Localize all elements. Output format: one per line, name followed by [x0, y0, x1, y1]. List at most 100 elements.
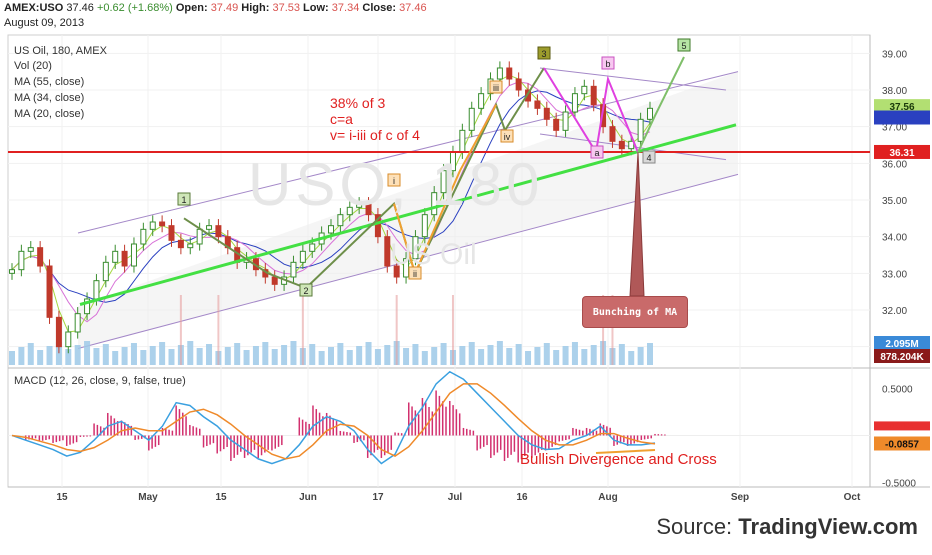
x-tick-label: 16 [516, 492, 528, 503]
volume-bar [18, 347, 25, 365]
price-tag-ma: 37.25 [889, 114, 914, 125]
macd-note: Bullish Divergence and Cross [520, 451, 717, 468]
volume-bar [74, 345, 81, 365]
candle-body [496, 67, 503, 80]
volume-bar [196, 348, 203, 365]
volume-bar [309, 344, 316, 365]
macd-title: MACD (12, 26, close, 9, false, true) [14, 375, 186, 387]
y-tick-label: 39.00 [882, 49, 907, 60]
volume-bar [130, 343, 137, 365]
candle-body [27, 247, 34, 252]
volume-bar [487, 345, 494, 365]
volume-bar [140, 350, 147, 365]
wave-note-line-1: 38% of 3 [330, 95, 386, 111]
volume-bar [9, 351, 15, 365]
wave-label-box [590, 145, 604, 159]
volume-bar [421, 351, 428, 365]
x-tick-label: 15 [56, 492, 68, 503]
volume-spike [611, 295, 614, 365]
wave-label-box [500, 129, 514, 143]
wave-label-box [299, 283, 313, 297]
watermark-symbol: USO, 180 [248, 151, 544, 218]
macd-y-tick-label: -0.5000 [882, 478, 916, 489]
wave-label: b [605, 59, 610, 69]
candle-body [337, 214, 344, 227]
source-brand: TradingView.com [738, 514, 918, 539]
indicator-main: US Oil, 180, AMEX [14, 45, 107, 57]
volume-bar [543, 343, 550, 365]
volume-bar [55, 342, 62, 365]
watermark-name: US Oil [390, 238, 477, 271]
high-value: 37.53 [272, 2, 300, 14]
signal-value-tag: 0.0005 [890, 421, 915, 430]
last-price: 37.46 [66, 2, 94, 14]
wave-label: 2 [303, 286, 308, 296]
candle-body [168, 225, 175, 241]
channel-fill [78, 71, 738, 349]
volume-bar [384, 345, 391, 365]
volume-bar [571, 342, 578, 365]
ma34-line [11, 81, 651, 323]
candle-body [309, 243, 316, 252]
candle-body [177, 239, 184, 249]
volume-spike [217, 295, 220, 365]
indicator-ma34: MA (34, close) [14, 92, 85, 104]
candle-body [65, 331, 72, 348]
volume-bar [281, 345, 288, 365]
close-label: Close: [362, 2, 396, 14]
volume-bar [581, 349, 588, 365]
volume-tag-2-bg [874, 349, 930, 363]
candle-body [93, 280, 100, 300]
volume-bar [562, 346, 569, 365]
volume-bar [628, 351, 635, 365]
x-tick-label: Aug [598, 492, 617, 503]
volume-tag-1-bg [874, 336, 930, 350]
wave-label: 1 [181, 195, 186, 205]
candle-body [562, 111, 569, 131]
volume-spike [301, 295, 304, 365]
candle-body [328, 225, 334, 234]
volume-bar [525, 351, 532, 365]
open-value: 37.49 [210, 2, 239, 14]
macd-y-tick-label: 0.5000 [882, 385, 913, 396]
volume-bar [27, 343, 34, 365]
volume-bar [496, 341, 503, 365]
candle-body [590, 85, 597, 106]
volume-bar [534, 347, 541, 365]
wave-label: ii [413, 269, 417, 279]
volume-bar [168, 349, 175, 365]
volume-tag-2: 878.204K [880, 352, 924, 363]
price-tag-ma-bg [874, 110, 930, 125]
candle-body [215, 225, 222, 238]
volume-bar [459, 346, 466, 365]
ma55-line [11, 90, 651, 303]
quote-date: August 09, 2013 [4, 17, 85, 29]
candle-body [478, 93, 485, 109]
candle-body [159, 221, 166, 227]
volume-bar [290, 341, 297, 365]
volume-bar [243, 350, 250, 365]
wave-note-line-3: v= i-iii of c of 4 [330, 127, 420, 143]
volume-bar [346, 350, 353, 365]
indicator-ma55: MA (55, close) [14, 76, 85, 88]
candle-body [421, 214, 428, 238]
wave-label-box [601, 56, 615, 70]
subwave-path [393, 104, 497, 277]
wave-label-box [408, 266, 422, 280]
candle-body [149, 221, 156, 230]
volume-bar [102, 344, 109, 365]
volume-bar [337, 343, 344, 365]
correction-path [543, 67, 639, 156]
candle-body [74, 313, 81, 333]
candle-body [637, 118, 644, 142]
candle-body [468, 107, 475, 131]
candle-body [356, 203, 363, 208]
volume-bar [262, 342, 269, 365]
source-prefix: Source: [656, 514, 739, 539]
volume-bar [187, 341, 194, 365]
candle-body [18, 250, 25, 271]
candle-body [384, 236, 391, 267]
volume-bar [206, 344, 213, 365]
wave-label-box [642, 150, 656, 164]
